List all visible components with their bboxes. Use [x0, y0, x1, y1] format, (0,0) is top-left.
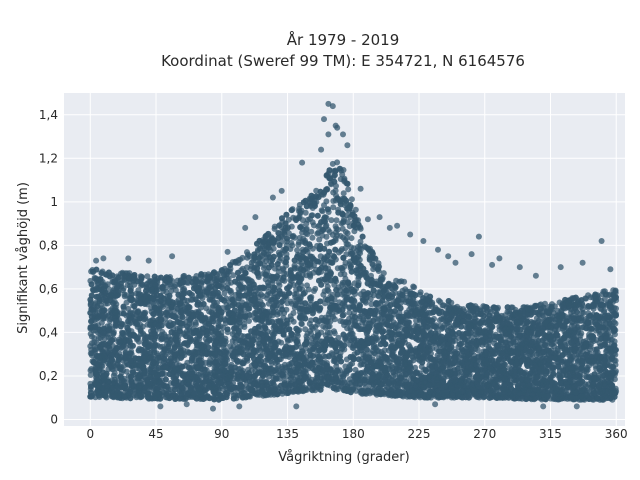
- data-point: [144, 273, 151, 280]
- data-point: [339, 171, 346, 178]
- data-point: [270, 245, 277, 252]
- data-point: [333, 217, 340, 224]
- chart-title-line1: År 1979 - 2019: [287, 30, 400, 49]
- data-point: [221, 290, 228, 297]
- data-point: [335, 334, 342, 341]
- data-point: [580, 310, 587, 316]
- data-point: [125, 373, 132, 380]
- data-point: [163, 351, 170, 358]
- data-point: [298, 320, 305, 327]
- data-point: [321, 202, 327, 209]
- data-point: [411, 284, 418, 291]
- data-point: [304, 231, 311, 238]
- data-point: [337, 318, 344, 324]
- data-point: [279, 265, 286, 272]
- data-point: [289, 242, 296, 249]
- data-point: [555, 372, 561, 379]
- data-point: [271, 225, 278, 232]
- data-points: [87, 100, 620, 412]
- data-point: [331, 316, 338, 323]
- data-point: [380, 270, 387, 277]
- data-point: [230, 272, 237, 279]
- data-point: [574, 323, 581, 330]
- chart-title-line2: Koordinat (Sweref 99 TM): E 354721, N 61…: [161, 52, 525, 70]
- data-point: [87, 372, 94, 378]
- data-point: [348, 196, 355, 203]
- data-point: [345, 186, 352, 193]
- data-point: [246, 318, 252, 324]
- data-point: [330, 204, 337, 211]
